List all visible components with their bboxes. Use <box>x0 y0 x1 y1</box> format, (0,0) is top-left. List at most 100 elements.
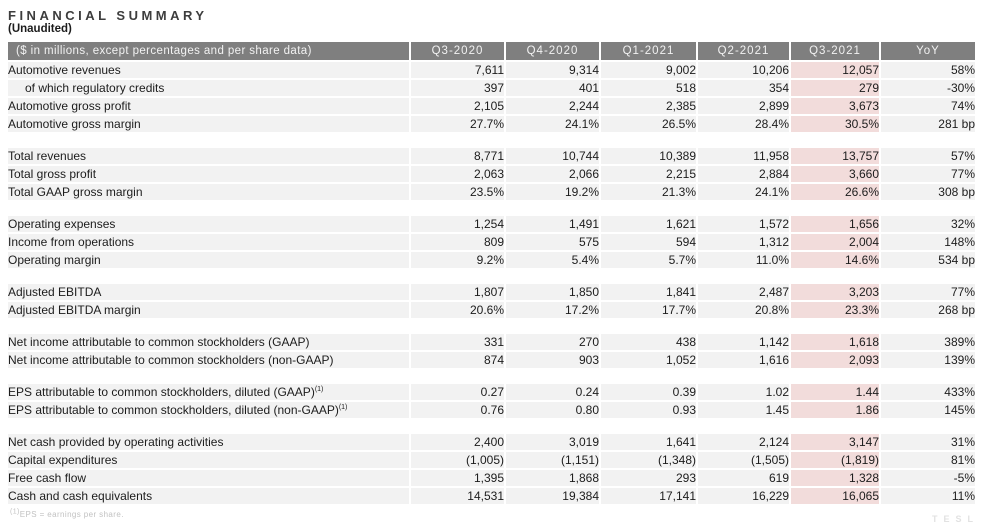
cell-q2-2021: 1,312 <box>697 233 791 252</box>
column-header-q3-2021: Q3-2021 <box>790 42 881 62</box>
cell-q4-2020: 19.2% <box>505 183 601 202</box>
cell-q3-2020: 2,063 <box>410 165 506 184</box>
cell-q4-2020: 0.24 <box>505 384 601 402</box>
cell-q2-2021: 2,124 <box>697 434 791 452</box>
section-gap <box>8 269 975 284</box>
cell-yoy: 57% <box>880 148 975 166</box>
cell-q3-2021: 12,057 <box>790 61 881 80</box>
cell-q4-2020: 5.4% <box>505 251 601 270</box>
row-label: Adjusted EBITDA <box>8 284 411 302</box>
cell-yoy: 281 bp <box>880 115 975 134</box>
column-header-q1-2021: Q1-2021 <box>600 42 698 62</box>
row-label: Free cash flow <box>8 469 411 488</box>
cell-q1-2021: 0.39 <box>600 384 698 402</box>
cell-q4-2020: 270 <box>505 334 601 352</box>
cell-q3-2021: 1.86 <box>790 401 881 420</box>
row-label: EPS attributable to common stockholders,… <box>8 401 411 420</box>
cell-q4-2020: 9,314 <box>505 61 601 80</box>
cell-q3-2021: (1,819) <box>790 451 881 470</box>
cell-q4-2020: 2,066 <box>505 165 601 184</box>
cell-q2-2021: 1,572 <box>697 216 791 234</box>
cell-q3-2021: 1,328 <box>790 469 881 488</box>
cell-q3-2021: 14.6% <box>790 251 881 270</box>
row-label: Total gross profit <box>8 165 411 184</box>
cell-q1-2021: 1,641 <box>600 434 698 452</box>
financial-summary-table: ($ in millions, except percentages and p… <box>8 42 975 506</box>
cell-q1-2021: 21.3% <box>600 183 698 202</box>
table-row: EPS attributable to common stockholders,… <box>8 384 975 402</box>
cell-q3-2020: 0.27 <box>410 384 506 402</box>
row-label: Net income attributable to common stockh… <box>8 351 411 370</box>
cell-q3-2021: 23.3% <box>790 301 881 320</box>
row-label: Operating expenses <box>8 216 411 234</box>
tesla-logo-watermark: TESL <box>931 514 979 524</box>
cell-q1-2021: 0.93 <box>600 401 698 420</box>
cell-q2-2021: 16,229 <box>697 487 791 506</box>
cell-q3-2021: 1,618 <box>790 334 881 352</box>
cell-q1-2021: 1,052 <box>600 351 698 370</box>
cell-q4-2020: 0.80 <box>505 401 601 420</box>
cell-yoy: 32% <box>880 216 975 234</box>
row-label: Automotive gross profit <box>8 97 411 116</box>
row-label: of which regulatory credits <box>8 79 411 98</box>
cell-q4-2020: 575 <box>505 233 601 252</box>
cell-q1-2021: 438 <box>600 334 698 352</box>
table-row: Operating expenses 1,254 1,491 1,621 1,572 1,… <box>8 216 975 234</box>
cell-q3-2021: 2,004 <box>790 233 881 252</box>
cell-q1-2021: 2,215 <box>600 165 698 184</box>
cell-q2-2021: 24.1% <box>697 183 791 202</box>
row-label: Operating margin <box>8 251 411 270</box>
cell-q1-2021: 17,141 <box>600 487 698 506</box>
cell-q2-2021: 1.02 <box>697 384 791 402</box>
section-gap <box>8 319 975 334</box>
cell-q3-2021: 3,203 <box>790 284 881 302</box>
cell-q3-2021: 13,757 <box>790 148 881 166</box>
cell-q3-2021: 2,093 <box>790 351 881 370</box>
cell-q3-2020: 397 <box>410 79 506 98</box>
row-label: Automotive gross margin <box>8 115 411 134</box>
row-label: Net income attributable to common stockh… <box>8 334 411 352</box>
cell-q2-2021: 11.0% <box>697 251 791 270</box>
cell-q1-2021: 26.5% <box>600 115 698 134</box>
cell-yoy: 139% <box>880 351 975 370</box>
table-row: Total gross profit 2,063 2,066 2,215 2,884 3,… <box>8 165 975 184</box>
row-label: Capital expenditures <box>8 451 411 470</box>
table-row: Income from operations 809 575 594 1,312 2,00… <box>8 233 975 252</box>
cell-q3-2021: 16,065 <box>790 487 881 506</box>
section-gap <box>8 201 975 216</box>
page-subtitle: (Unaudited) <box>8 23 72 35</box>
cell-q2-2021: 11,958 <box>697 148 791 166</box>
cell-q3-2021: 3,673 <box>790 97 881 116</box>
cell-q2-2021: 1,616 <box>697 351 791 370</box>
cell-q4-2020: 1,491 <box>505 216 601 234</box>
cell-q1-2021: 2,385 <box>600 97 698 116</box>
cell-yoy: 81% <box>880 451 975 470</box>
table-body: Automotive revenues 7,611 9,314 9,002 10,206… <box>8 61 975 506</box>
cell-q3-2021: 1.44 <box>790 384 881 402</box>
cell-q4-2020: 1,850 <box>505 284 601 302</box>
cell-q1-2021: 17.7% <box>600 301 698 320</box>
column-header-q4-2020: Q4-2020 <box>505 42 601 62</box>
cell-q4-2020: 17.2% <box>505 301 601 320</box>
table-row: Net income attributable to common stockh… <box>8 334 975 352</box>
table-row: Cash and cash equivalents 14,531 19,384 17,… <box>8 487 975 506</box>
cell-q2-2021: 2,487 <box>697 284 791 302</box>
cell-yoy: 145% <box>880 401 975 420</box>
cell-q1-2021: 293 <box>600 469 698 488</box>
cell-q1-2021: 5.7% <box>600 251 698 270</box>
column-header-yoy: YoY <box>880 42 975 62</box>
row-label: EPS attributable to common stockholders,… <box>8 384 411 402</box>
cell-q1-2021: 1,841 <box>600 284 698 302</box>
row-label: Net cash provided by operating activitie… <box>8 434 411 452</box>
cell-yoy: 389% <box>880 334 975 352</box>
section-gap <box>8 419 975 434</box>
cell-q4-2020: 903 <box>505 351 601 370</box>
section-gap <box>8 369 975 384</box>
row-label: Automotive revenues <box>8 61 411 80</box>
column-header-q3-2020: Q3-2020 <box>410 42 506 62</box>
cell-q4-2020: 2,244 <box>505 97 601 116</box>
cell-q1-2021: 594 <box>600 233 698 252</box>
table-row: of which regulatory credits 397 401 518 354 2… <box>8 79 975 98</box>
row-label: Cash and cash equivalents <box>8 487 411 506</box>
cell-q3-2020: 23.5% <box>410 183 506 202</box>
